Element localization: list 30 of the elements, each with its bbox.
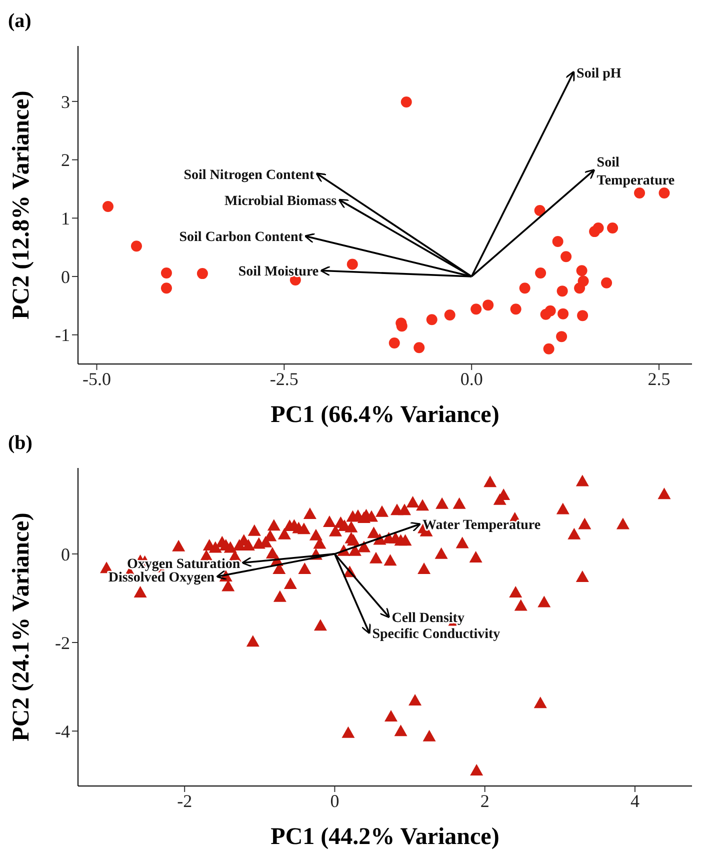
series-label: Dissolved Oxygen bbox=[108, 570, 215, 586]
series-label: Specific Conductivity bbox=[372, 626, 500, 642]
y-tick-label: 0 bbox=[61, 266, 70, 287]
y-tick-label: 1 bbox=[61, 208, 70, 229]
y-tick-label: 3 bbox=[61, 92, 70, 112]
x-axis-title: PC1 (44.2% Variance) bbox=[270, 824, 500, 850]
y-tick-label: 2 bbox=[61, 150, 70, 170]
chart-title: (b) bbox=[8, 431, 34, 456]
x-tick-label: -2 bbox=[177, 790, 192, 811]
y-axis-title: PC2 (24.1% Variance) bbox=[8, 512, 35, 742]
series-label: Microbial Biomass bbox=[224, 194, 338, 210]
x-tick-label: 0 bbox=[330, 790, 340, 811]
x-tick-label: 2.5 bbox=[648, 368, 670, 389]
y-tick-label: -2 bbox=[55, 632, 70, 653]
series-label: Soil pH bbox=[576, 66, 622, 82]
x-tick-label: -5.0 bbox=[82, 368, 111, 389]
y-tick-label: 0 bbox=[61, 544, 70, 564]
y-tick-label: -4 bbox=[55, 721, 70, 742]
series-label: Soil Nitrogen Content bbox=[184, 168, 314, 183]
y-axis-title: PC2 (12.8% Variance) bbox=[8, 90, 35, 320]
x-tick-label: 2 bbox=[480, 790, 490, 811]
chart-title: (a) bbox=[8, 9, 32, 34]
x-tick-label: 0.0 bbox=[460, 368, 483, 389]
series-label: Soil Temperature bbox=[596, 155, 675, 188]
series-label: Soil Carbon Content bbox=[179, 230, 304, 246]
y-tick-label: -1 bbox=[55, 325, 70, 346]
x-axis-title: PC1 (66.4% Variance) bbox=[270, 402, 500, 428]
series-label: Soil Moisture bbox=[238, 264, 319, 280]
x-tick-label: 4 bbox=[630, 790, 640, 811]
x-tick-label: -2.5 bbox=[270, 368, 298, 389]
